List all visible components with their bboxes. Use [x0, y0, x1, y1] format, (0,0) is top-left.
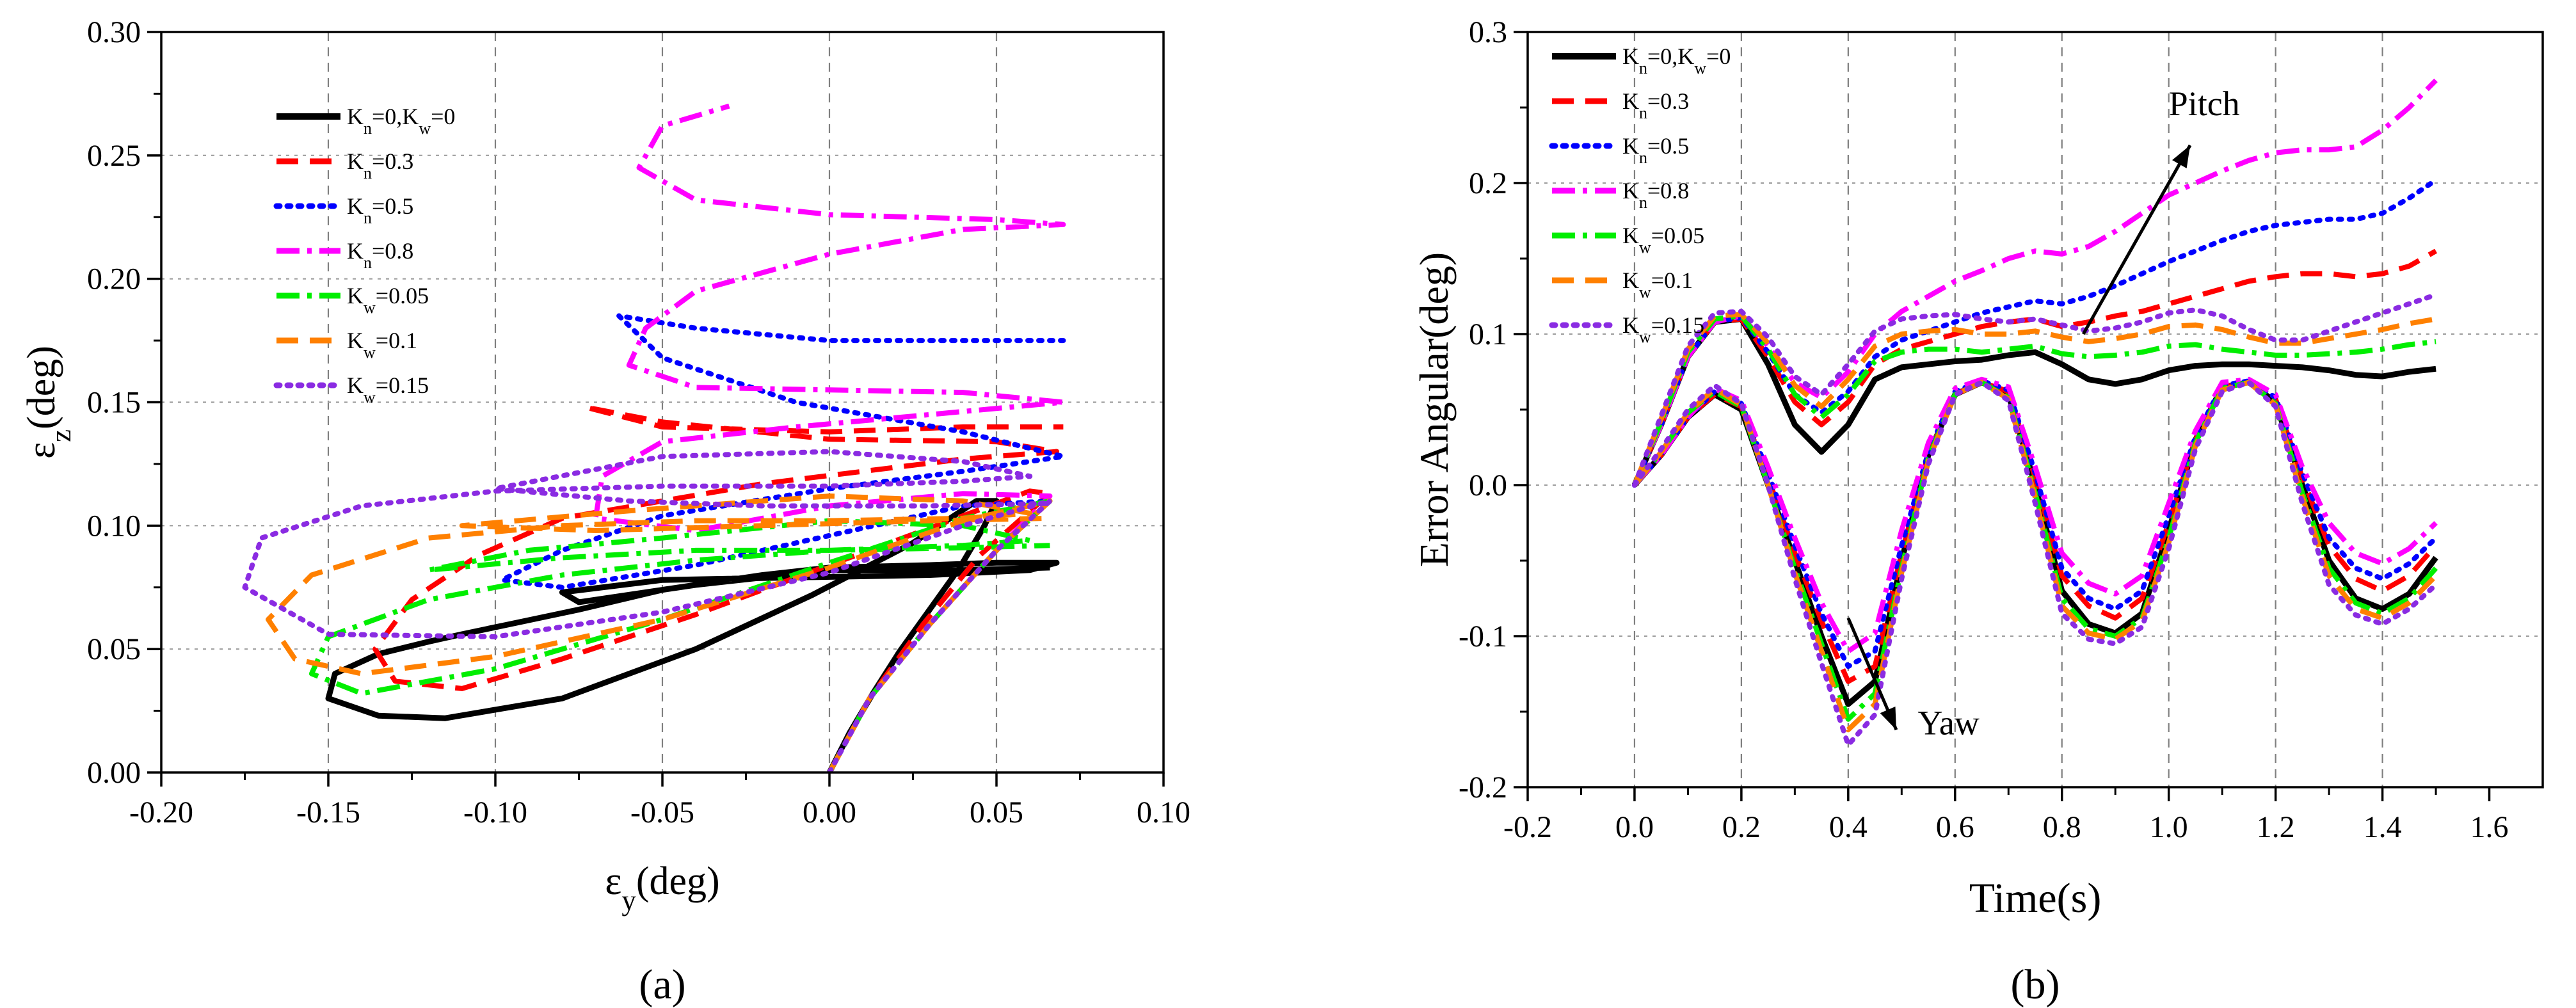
legend-label-0: Kn=0,Kw=0 [1622, 44, 1731, 77]
annotation-arrowhead-0 [2172, 145, 2191, 168]
legend: Kn=0,Kw=0 Kn=0.3 Kn=0.5 Kn=0.8 Kw=0.05 Kw=0.1… [273, 104, 455, 406]
y-tick-label: -0.1 [1459, 620, 1507, 653]
series-line-3 [593, 103, 1066, 772]
x-tick-label: 0.10 [1137, 796, 1190, 829]
legend-label-1: Kn=0.3 [347, 148, 413, 182]
x-tick-label: 0.00 [803, 796, 856, 829]
legend-label-6: Kw=0.15 [1622, 312, 1704, 346]
x-tick-label: 0.0 [1615, 810, 1654, 844]
x-tick-label: 1.2 [2257, 810, 2295, 844]
panel-label: (b) [2011, 961, 2060, 1008]
legend: Kn=0,Kw=0 Kn=0.3 Kn=0.5 Kn=0.8 Kw=0.05 Kw=0.1… [1549, 44, 1731, 346]
series-line-1-0 [1632, 248, 2438, 486]
x-tick-label: -0.20 [129, 796, 193, 829]
series-line-3-0 [1632, 78, 2438, 486]
annotation-yaw: Yaw [1917, 703, 1980, 742]
legend-label-3: Kn=0.8 [347, 238, 413, 272]
series-line-6-0 [1631, 292, 2439, 488]
annotation-arrowhead-1 [1880, 706, 1896, 730]
y-tick-label: 0.1 [1469, 317, 1507, 351]
x-tick-label: 1.6 [2470, 810, 2509, 844]
x-tick-label: 0.05 [970, 796, 1023, 829]
y-tick-label: 0.05 [87, 632, 141, 666]
y-tick-label: 0.20 [87, 262, 141, 296]
series-group [242, 103, 1066, 772]
series-line-6-1 [1631, 380, 2439, 748]
x-tick-label: -0.2 [1503, 810, 1552, 844]
x-tick-label: -0.05 [630, 796, 694, 829]
y-tick-label: -0.2 [1459, 771, 1507, 804]
legend-label-1: Kn=0.3 [1622, 88, 1689, 122]
series-line-4 [308, 498, 1053, 772]
y-axis-title-group: εz(deg) [20, 346, 77, 459]
x-tick-label: -0.10 [463, 796, 527, 829]
y-tick-label: 0.25 [87, 139, 141, 173]
y-tick-label: 0.30 [87, 15, 141, 49]
x-tick-label: 0.4 [1829, 810, 1868, 844]
y-axis-title: Error Angular(deg) [1411, 252, 1457, 567]
legend-label-4: Kw=0.05 [347, 283, 429, 317]
series-line-5-0 [1632, 312, 2436, 486]
chart-a: -0.20 -0.15 -0.10 -0.05 0.00 0.05 0.10 0.00 0.05… [20, 15, 1190, 1008]
legend-label-4: Kw=0.05 [1622, 223, 1704, 257]
annotation-arrow-0 [2081, 144, 2192, 335]
y-tick-label: 0.00 [87, 756, 141, 790]
legend-label-5: Kw=0.1 [347, 328, 417, 362]
chart-b: -0.2 0.0 0.2 0.4 0.6 0.8 1.0 1.2 1.4 1.6 -0.2 -0.1 0… [1411, 15, 2544, 1008]
annotation-pitch: Pitch [2169, 84, 2240, 123]
series-line-0 [325, 498, 1060, 772]
series-line-1 [372, 404, 1064, 772]
series-line-3-1 [1632, 376, 2438, 654]
y-tick-label: 0.0 [1469, 468, 1507, 502]
x-tick-label: -0.15 [296, 796, 360, 829]
x-axis-title: εy(deg) [605, 860, 719, 916]
legend-label-2: Kn=0.5 [347, 193, 413, 227]
x-tick-label: 1.0 [2150, 810, 2188, 844]
x-tick-label: 1.4 [2364, 810, 2402, 844]
y-axis-title-group: Error Angular(deg) [1411, 252, 1457, 567]
legend-label-3: Kn=0.8 [1622, 178, 1689, 212]
legend-label-2: Kn=0.5 [1622, 133, 1689, 167]
panel-label: (a) [639, 961, 685, 1008]
y-axis-title: εz(deg) [20, 346, 77, 459]
y-tick-label: 0.10 [87, 509, 141, 543]
x-tick-label: 0.6 [1936, 810, 1974, 844]
x-tick-label: 0.2 [1722, 810, 1761, 844]
series-line-6 [242, 449, 1053, 772]
series-line-0-0 [1631, 316, 2436, 486]
series-group [1631, 78, 2439, 748]
y-tick-label: 0.2 [1469, 166, 1507, 200]
legend-label-0: Kn=0,Kw=0 [347, 104, 455, 138]
y-tick-label: 0.3 [1469, 15, 1507, 49]
x-tick-label: 0.8 [2043, 810, 2081, 844]
legend-label-6: Kw=0.15 [347, 372, 429, 406]
x-axis-title: Time(s) [1969, 875, 2102, 922]
y-tick-label: 0.15 [87, 386, 141, 420]
legend-label-5: Kw=0.1 [1622, 268, 1693, 301]
